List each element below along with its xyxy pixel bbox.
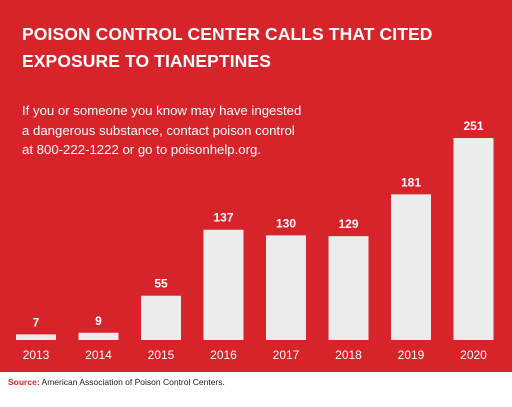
data-label-2017: 130 — [276, 216, 296, 230]
x-tick-2017: 2017 — [273, 348, 300, 362]
data-label-2013: 7 — [33, 315, 40, 329]
x-tick-2019: 2019 — [398, 348, 425, 362]
source-text: American Association of Poison Control C… — [39, 377, 225, 387]
data-label-2015: 55 — [154, 277, 168, 291]
bar-2013 — [16, 334, 56, 340]
data-label-2020: 251 — [463, 119, 483, 133]
bar-2019 — [391, 194, 431, 340]
data-label-2018: 129 — [338, 217, 358, 231]
source-line: Source: American Association of Poison C… — [8, 377, 508, 387]
data-label-2019: 181 — [401, 175, 421, 189]
poison-control-note: If you or someone you know may have inge… — [22, 103, 302, 157]
bar-chart: 7 2013 9 2014 55 2015 137 2016 130 2017 129 2018 181… — [16, 119, 494, 362]
bar-2018 — [328, 236, 369, 340]
bar-2017 — [266, 235, 306, 340]
x-tick-2014: 2014 — [85, 348, 112, 362]
bar-2015 — [141, 295, 181, 340]
x-tick-2018: 2018 — [335, 348, 362, 362]
bar-2020 — [453, 138, 494, 340]
data-label-2016: 137 — [213, 211, 233, 225]
bar-2014 — [78, 332, 119, 340]
chart-background: POISON CONTROL CENTER CALLS THAT CITED E… — [0, 0, 512, 372]
data-label-2014: 9 — [95, 314, 102, 328]
x-tick-2016: 2016 — [210, 348, 237, 362]
x-tick-2013: 2013 — [23, 348, 50, 362]
x-tick-2020: 2020 — [460, 348, 487, 362]
x-tick-2015: 2015 — [148, 348, 175, 362]
source-label: Source: — [8, 377, 40, 387]
bar-2016 — [203, 229, 244, 340]
chart-title: POISON CONTROL CENTER CALLS THAT CITED E… — [22, 24, 433, 71]
